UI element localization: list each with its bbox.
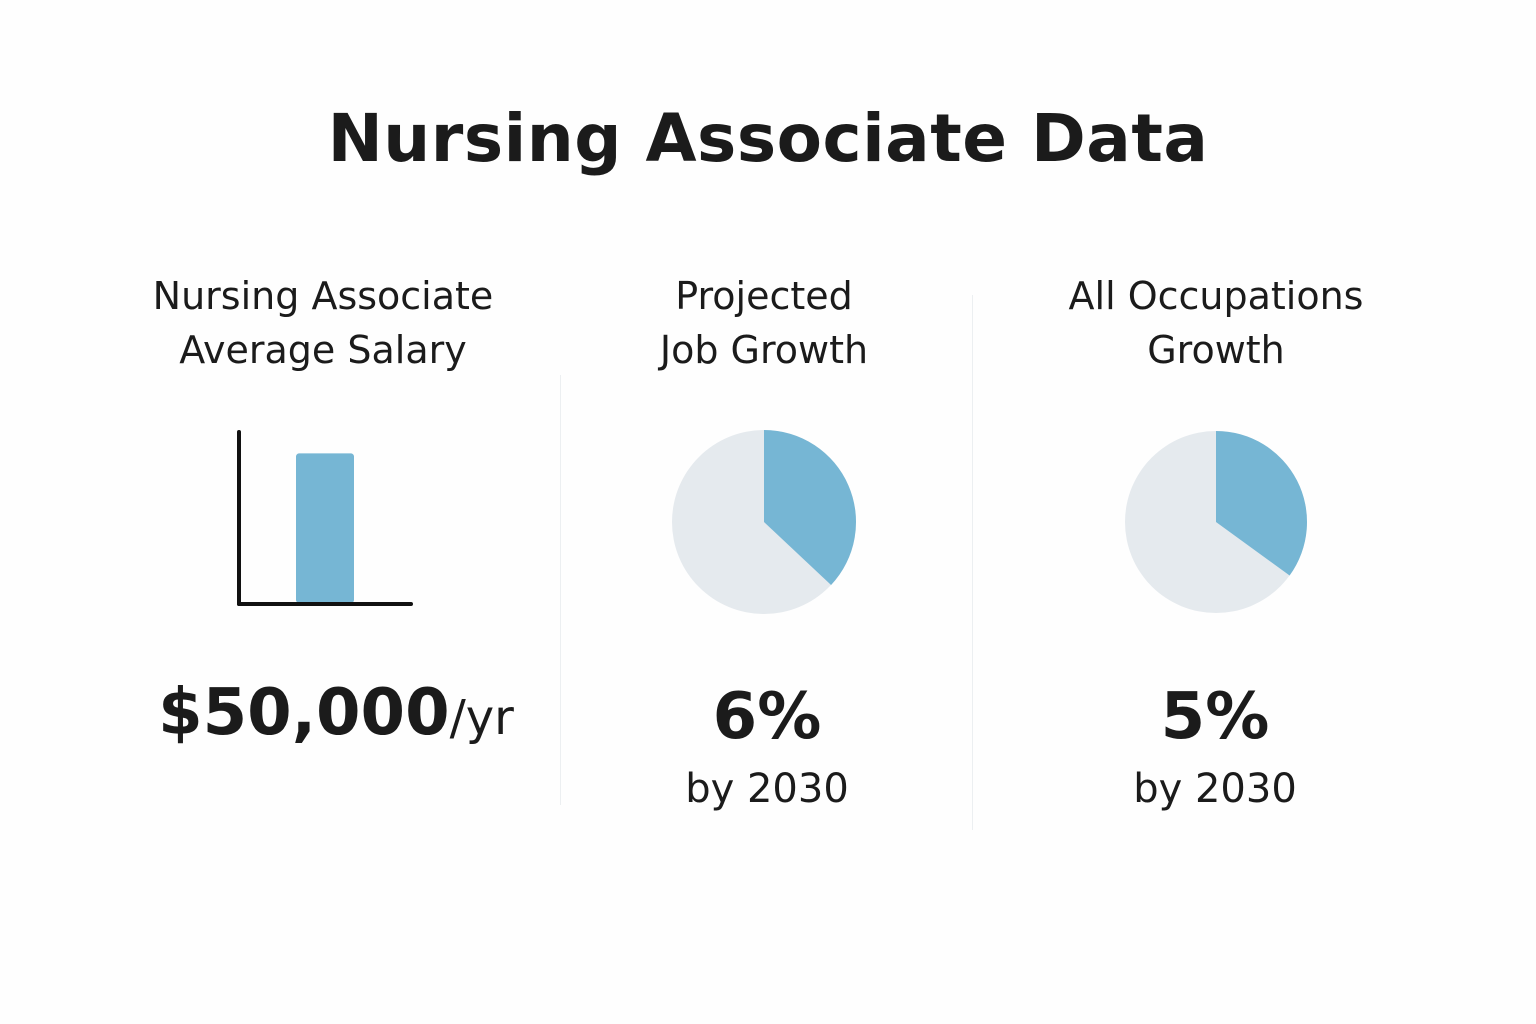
divider — [560, 375, 561, 805]
heading-line: Job Growth — [659, 328, 869, 372]
heading-line: Projected — [675, 274, 853, 318]
salary-bar — [296, 453, 354, 603]
salary-amount: $50,000 — [158, 676, 450, 750]
pie-slice-highlight — [1216, 431, 1308, 576]
pie-slice-highlight — [764, 430, 857, 585]
all-occupations-pie — [1125, 431, 1308, 613]
projected-growth-caption: by 2030 — [685, 766, 849, 812]
all-occupations-heading: All Occupations Growth — [986, 269, 1446, 377]
heading-line: Nursing Associate — [152, 274, 494, 318]
salary-heading: Nursing Associate Average Salary — [93, 269, 553, 377]
projected-growth-value: 6% — [712, 680, 822, 754]
all-occupations-value: 5% — [1160, 680, 1270, 754]
heading-line: Growth — [1147, 328, 1285, 372]
heading-line: Average Salary — [179, 328, 467, 372]
projected-growth-heading: Projected Job Growth — [534, 269, 994, 377]
heading-line: All Occupations — [1068, 274, 1364, 318]
salary-unit: /yr — [449, 690, 514, 746]
page-title: Nursing Associate Data — [327, 100, 1209, 177]
divider — [972, 295, 973, 830]
salary-value: $50,000/yr — [106, 676, 566, 750]
all-occupations-caption: by 2030 — [1133, 766, 1297, 812]
projected-growth-pie — [672, 430, 857, 614]
